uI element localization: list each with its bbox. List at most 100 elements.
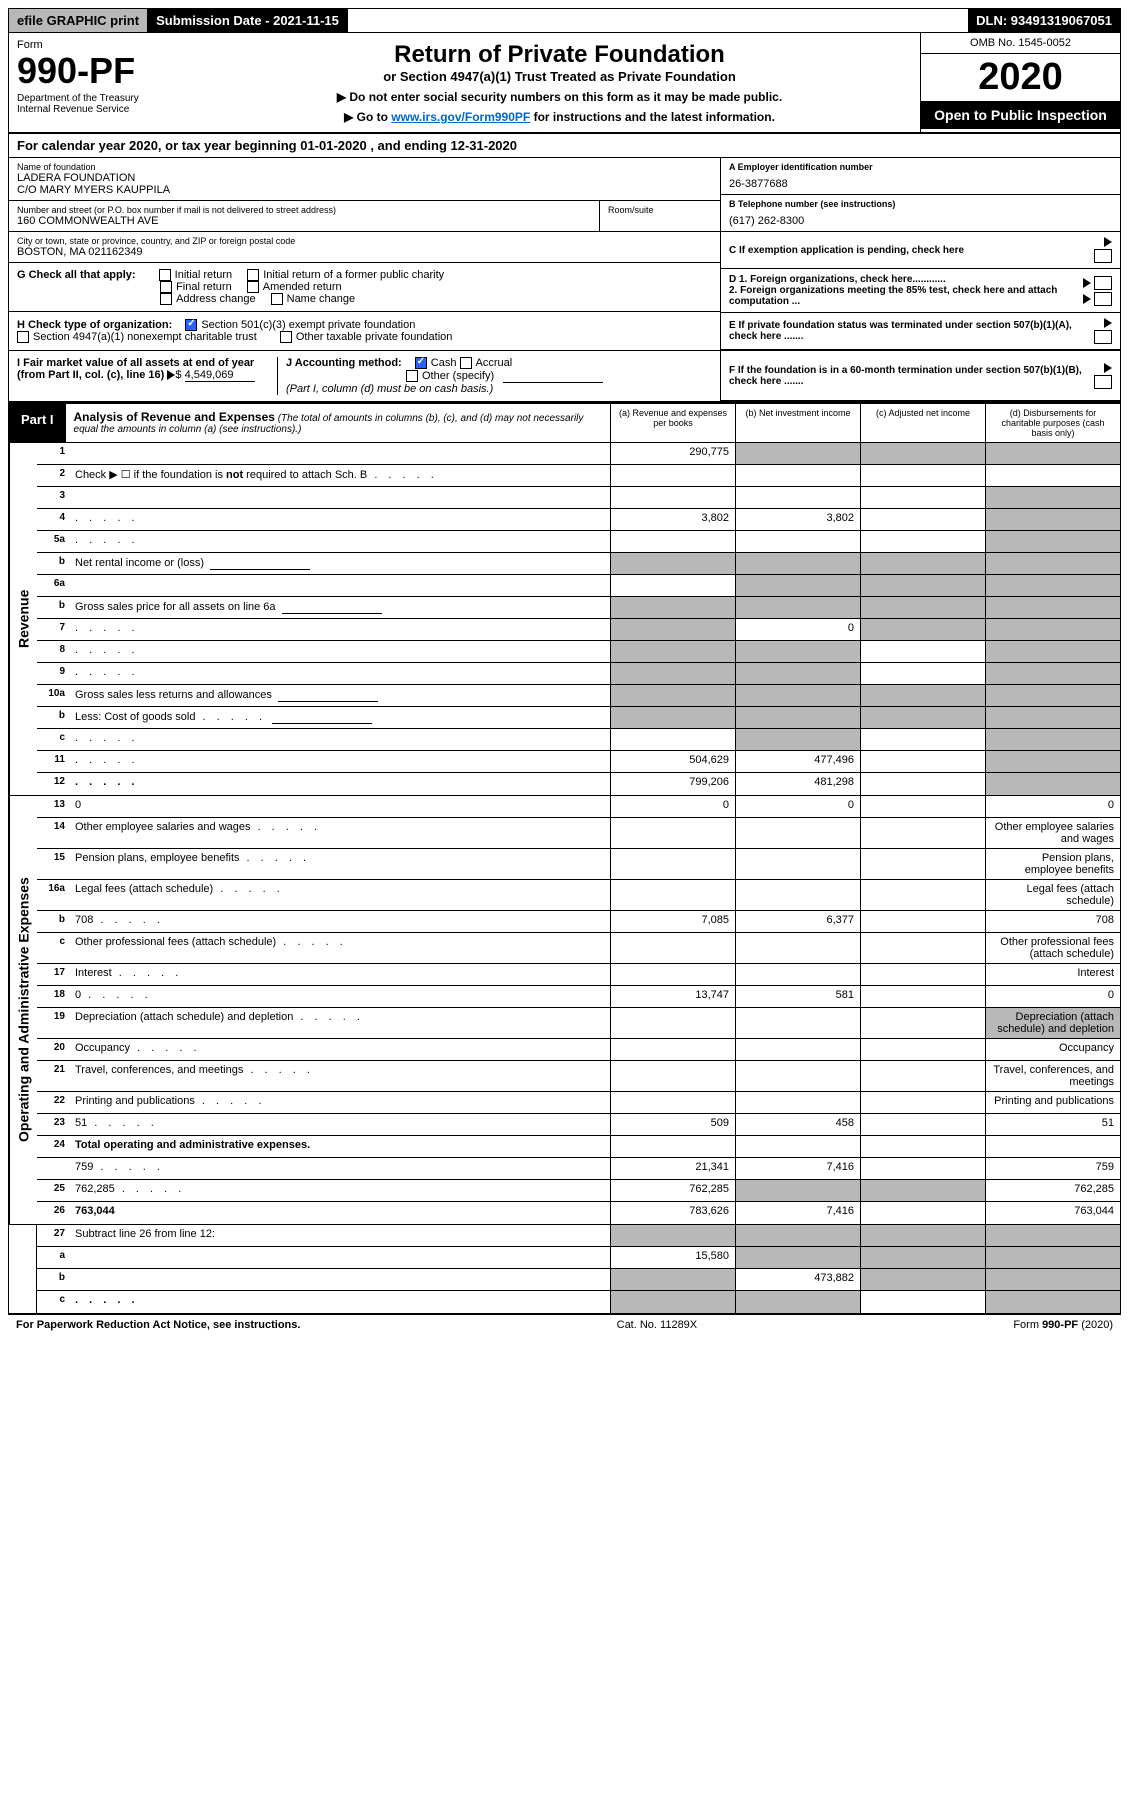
value-cell-a [610,880,735,910]
value-cell-d: Other employee salaries and wages [985,818,1120,848]
col-a-head: (a) Revenue and expenses per books [610,404,735,442]
checkbox-c[interactable] [1094,249,1112,263]
addr-label: Number and street (or P.O. box number if… [17,205,591,215]
row-number: 9 [37,663,69,684]
value-cell-c [860,1136,985,1157]
row-number: 14 [37,818,69,848]
row-description: . . . . . [69,619,610,640]
irs-link[interactable]: www.irs.gov/Form990PF [391,110,530,124]
h-4947[interactable]: Section 4947(a)(1) nonexempt charitable … [17,331,257,343]
fmv-value: 4,549,069 [185,369,255,382]
value-cell-d [985,685,1120,706]
g-final-return[interactable]: Final return [160,281,232,293]
section-e: E If private foundation status was termi… [720,313,1120,350]
checkbox-d2[interactable] [1094,292,1112,306]
g-address-change[interactable]: Address change [160,293,256,305]
row-description: Interest . . . . . [69,964,610,985]
value-cell-a [610,707,735,728]
row-description: Pension plans, employee benefits . . . .… [69,849,610,879]
value-cell-c [860,1039,985,1060]
value-cell-b [735,685,860,706]
value-cell-a [610,465,735,486]
value-cell-a [610,818,735,848]
value-cell-b: 477,496 [735,751,860,772]
j-accrual[interactable]: Accrual [460,357,513,369]
row-description: . . . . . [69,773,610,795]
value-cell-d: 51 [985,1114,1120,1135]
row-description: Printing and publications . . . . . [69,1092,610,1113]
row-description: Gross sales less returns and allowances [69,685,610,706]
value-cell-c [860,531,985,552]
row-number: 20 [37,1039,69,1060]
value-cell-a: 21,341 [610,1158,735,1179]
value-cell-b [735,1180,860,1201]
value-cell-c [860,487,985,508]
value-cell-a [610,1269,735,1290]
table-row: 4 . . . . .3,8023,802 [37,509,1120,531]
table-row: 5a . . . . . [37,531,1120,553]
g-amended-return[interactable]: Amended return [247,281,342,293]
value-cell-c [860,1061,985,1091]
row-number: c [37,933,69,963]
value-cell-a: 0 [610,796,735,817]
row-number: 27 [37,1225,69,1246]
value-cell-b [735,1225,860,1246]
table-row: bLess: Cost of goods sold . . . . . [37,707,1120,729]
value-cell-d [985,465,1120,486]
row-description: Travel, conferences, and meetings . . . … [69,1061,610,1091]
h-501c3[interactable]: Section 501(c)(3) exempt private foundat… [185,319,415,331]
form-title: Return of Private Foundation [209,41,910,69]
row-description: Check ▶ ☐ if the foundation is not requi… [69,465,610,486]
value-cell-d [985,1291,1120,1313]
row-number: 23 [37,1114,69,1135]
row-number: b [37,1269,69,1290]
checkbox-e[interactable] [1094,330,1112,344]
value-cell-a: 799,206 [610,773,735,795]
value-cell-d [985,509,1120,530]
table-row: a15,580 [37,1247,1120,1269]
j-other[interactable]: Other (specify) [406,370,494,382]
value-cell-d: Legal fees (attach schedule) [985,880,1120,910]
arrow-icon [1083,294,1091,304]
g-initial-return[interactable]: Initial return [159,269,232,281]
h-other[interactable]: Other taxable private foundation [280,331,453,343]
checkbox-f[interactable] [1094,375,1112,389]
value-cell-d: 0 [985,986,1120,1007]
value-cell-b: 0 [735,796,860,817]
value-cell-b: 481,298 [735,773,860,795]
row-description: . . . . . [69,641,610,662]
g-name-change[interactable]: Name change [271,293,356,305]
value-cell-c [860,663,985,684]
value-cell-d [985,443,1120,464]
note-1: ▶ Do not enter social security numbers o… [209,90,910,104]
g-initial-public[interactable]: Initial return of a former public charit… [247,269,444,281]
street-address: 160 COMMONWEALTH AVE [17,215,591,227]
checkbox-d1[interactable] [1094,276,1112,290]
value-cell-c [860,1180,985,1201]
value-cell-d [985,1225,1120,1246]
section-d: D 1. Foreign organizations, check here..… [721,269,1120,313]
value-cell-a: 504,629 [610,751,735,772]
calendar-year: For calendar year 2020, or tax year begi… [8,134,1121,158]
row-description: Legal fees (attach schedule) . . . . . [69,880,610,910]
part-label: Part I [9,404,66,442]
value-cell-a [610,619,735,640]
dln: DLN: 93491319067051 [968,9,1120,32]
row-description: Other professional fees (attach schedule… [69,933,610,963]
table-row: 7 . . . . .0 [37,619,1120,641]
row-description: Occupancy . . . . . [69,1039,610,1060]
table-row: 24Total operating and administrative exp… [37,1136,1120,1158]
table-row: 20Occupancy . . . . .Occupancy [37,1039,1120,1061]
j-cash[interactable]: Cash [415,357,457,369]
value-cell-b [735,1247,860,1268]
value-cell-a [610,685,735,706]
expenses-label: Operating and Administrative Expenses [9,796,37,1224]
ein-label: A Employer identification number [729,162,1112,172]
row-description: . . . . . [69,751,610,772]
value-cell-b: 473,882 [735,1269,860,1290]
value-cell-c [860,1008,985,1038]
table-row: 27Subtract line 26 from line 12: [37,1225,1120,1247]
arrow-icon [167,370,175,380]
value-cell-b [735,663,860,684]
value-cell-a [610,933,735,963]
